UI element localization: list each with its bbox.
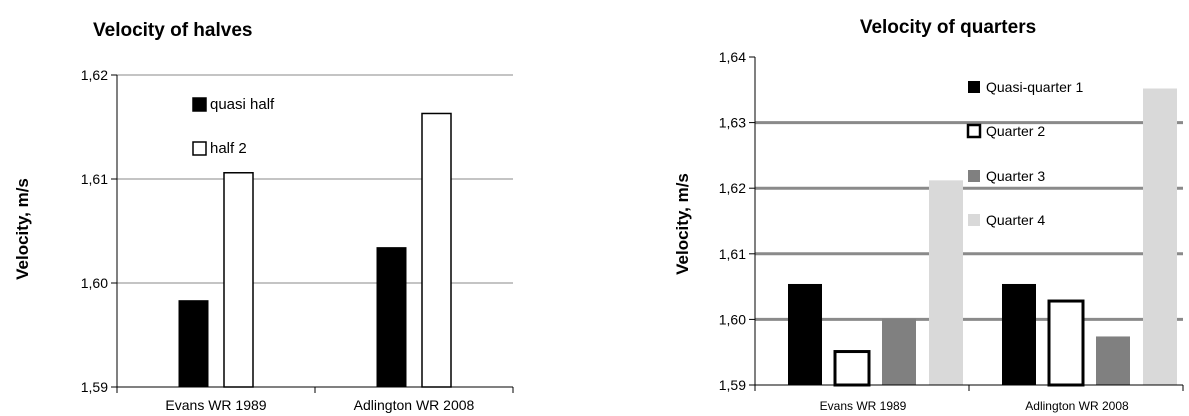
chart1-bars — [178, 112, 452, 388]
chart2-bar-quarter-2 — [833, 350, 871, 387]
chart2-legend-swatch — [968, 81, 980, 93]
chart1-legend-label: quasi half — [210, 96, 275, 113]
chart1-title: Velocity of halves — [93, 20, 252, 41]
chart2-legend-swatch — [966, 123, 982, 139]
chart1-axes — [116, 75, 514, 393]
chart1-category-label: Adlington WR 2008 — [354, 397, 475, 413]
chart-velocity-of-halves: Velocity of halves Velocity, m/s 1,59 1,6… — [13, 20, 514, 413]
chart-velocity-of-quarters: Velocity of quarters Velocity, m/s 1,591… — [673, 17, 1184, 413]
chart2-bar-quarter-4 — [929, 180, 963, 385]
chart2-legend: Quasi-quarter 1 Quarter 2 Quarter 3 Quarter… — [966, 79, 1083, 228]
chart2-bar-quarter-3 — [882, 318, 916, 385]
chart2-legend-swatch — [968, 170, 980, 182]
chart2-legend-label: Quarter 2 — [986, 123, 1045, 139]
chart1-bar-half-2 — [223, 172, 254, 388]
chart1-y-axis-label: Velocity, m/s — [13, 178, 32, 280]
chart2-category-label: Adlington WR 2008 — [1025, 399, 1129, 413]
chart2-title: Velocity of quarters — [860, 17, 1036, 38]
chart2-legend-swatch — [968, 214, 980, 226]
chart2-legend-label: Quarter 4 — [986, 212, 1045, 228]
chart2-y-tick-label: 1,60 — [719, 311, 746, 327]
chart2-y-tick-label: 1,59 — [719, 377, 746, 393]
chart2-bar-quarter-3 — [1096, 336, 1130, 385]
chart2-axes — [754, 57, 1184, 391]
chart1-legend-swatch — [192, 141, 207, 156]
chart2-gridlines — [749, 56, 1183, 386]
chart1-bar-half-2 — [421, 112, 452, 388]
chart2-bar-quasi-quarter-1 — [1002, 283, 1036, 385]
chart1-y-tick-label: 1,60 — [81, 275, 108, 291]
chart2-y-tick-label: 1,64 — [719, 49, 746, 65]
chart1-y-tick-label: 1,61 — [81, 171, 108, 187]
chart1-category-label: Evans WR 1989 — [165, 397, 266, 413]
chart2-category-labels: Evans WR 1989 Adlington WR 2008 — [820, 399, 1129, 413]
chart1-bar-quasi-half — [178, 300, 209, 388]
chart1-category-labels: Evans WR 1989 Adlington WR 2008 — [165, 397, 474, 413]
chart2-y-axis-label: Velocity, m/s — [673, 173, 692, 275]
chart1-gridlines — [111, 74, 513, 388]
chart2-bars — [788, 88, 1177, 387]
chart2-bar-quarter-2 — [1047, 299, 1085, 387]
chart1-y-tick-label: 1,62 — [81, 67, 108, 83]
chart2-category-label: Evans WR 1989 — [820, 399, 907, 413]
chart1-bar-quasi-half — [376, 247, 407, 388]
chart2-y-tick-label: 1,61 — [719, 246, 746, 262]
chart1-y-tick-label: 1,59 — [81, 379, 108, 395]
chart1-legend: quasi half half 2 — [192, 96, 275, 157]
chart1-legend-swatch — [192, 97, 207, 112]
chart2-bar-quasi-quarter-1 — [788, 283, 822, 385]
chart2-legend-label: Quarter 3 — [986, 168, 1045, 184]
chart2-legend-label: Quasi-quarter 1 — [986, 79, 1083, 95]
chart1-legend-label: half 2 — [210, 140, 247, 157]
chart2-y-tick-label: 1,63 — [719, 115, 746, 131]
chart2-bar-quarter-4 — [1143, 88, 1177, 385]
chart2-y-tick-labels: 1,59 1,60 1,61 1,62 1,63 1,64 — [719, 49, 746, 393]
chart1-y-tick-labels: 1,59 1,60 1,61 1,62 — [81, 67, 108, 395]
chart2-y-tick-label: 1,62 — [719, 180, 746, 196]
